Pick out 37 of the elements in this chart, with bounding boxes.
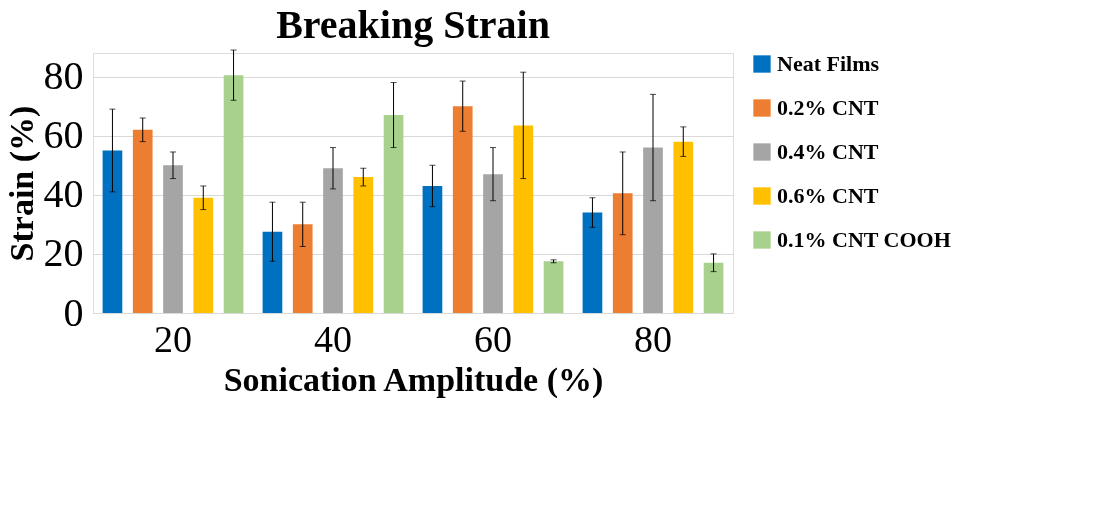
bar	[673, 141, 694, 313]
bar	[163, 165, 183, 313]
y-tick-label: 80	[43, 53, 84, 99]
y-tick-label: 60	[43, 112, 84, 158]
bar	[193, 197, 214, 313]
x-axis-title: Sonication Amplitude (%)	[223, 360, 604, 399]
y-tick-label: 0	[63, 289, 84, 335]
bar	[383, 115, 404, 313]
x-tick-label: 20	[154, 317, 192, 360]
bar	[452, 106, 473, 313]
legend-label: Neat Films	[777, 51, 880, 76]
x-tick-label: 80	[634, 317, 672, 360]
chart-title: Breaking Strain	[276, 1, 550, 47]
x-tick-label: 60	[474, 317, 512, 360]
legend-label: 0.4% CNT	[777, 139, 879, 164]
bar	[582, 212, 603, 313]
y-tick-label: 40	[43, 171, 84, 217]
bar	[513, 125, 534, 313]
bar	[353, 177, 374, 313]
bar	[703, 262, 724, 313]
bar	[323, 168, 343, 313]
bar	[422, 185, 443, 313]
bar	[262, 231, 283, 313]
bar	[483, 174, 503, 313]
bar	[102, 150, 123, 313]
legend-label: 0.6% CNT	[777, 183, 879, 208]
y-axis-title: Strain (%)	[2, 105, 41, 262]
bar	[643, 147, 663, 313]
bar	[292, 224, 313, 313]
legend-label: 0.2% CNT	[777, 95, 879, 120]
bar	[612, 193, 633, 313]
bar	[543, 261, 564, 313]
y-tick-label: 20	[43, 230, 84, 276]
bar	[132, 129, 153, 313]
bar	[223, 75, 244, 313]
x-tick-label: 40	[314, 317, 352, 360]
legend-label: 0.1% CNT COOH	[777, 227, 951, 252]
